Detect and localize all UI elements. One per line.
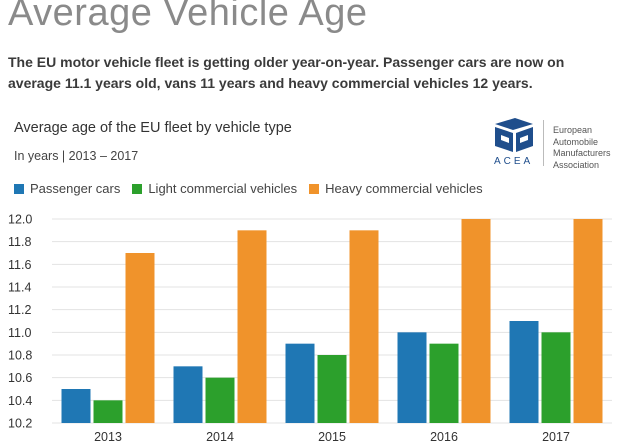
legend-item-heavy-commercial[interactable]: Heavy commercial vehicles bbox=[309, 181, 483, 196]
legend-swatch bbox=[132, 183, 143, 194]
bar bbox=[461, 219, 491, 423]
legend-label: Passenger cars bbox=[30, 181, 121, 196]
y-tick-label: 10.2 bbox=[8, 417, 32, 431]
bar bbox=[285, 343, 315, 423]
x-tick-label: 2017 bbox=[542, 430, 570, 444]
chart-title: Average age of the EU fleet by vehicle t… bbox=[14, 120, 292, 136]
y-tick-label: 10.4 bbox=[8, 394, 32, 408]
legend-label: Heavy commercial vehicles bbox=[325, 181, 483, 196]
bar bbox=[125, 253, 155, 423]
y-tick-label: 12.0 bbox=[8, 213, 32, 227]
acea-logo-icon bbox=[495, 118, 533, 152]
bar bbox=[541, 332, 571, 423]
x-tick-label: 2016 bbox=[430, 430, 458, 444]
logo-line: Association bbox=[553, 159, 600, 170]
bar bbox=[205, 377, 235, 423]
legend-swatch bbox=[309, 183, 320, 194]
y-tick-label: 10.6 bbox=[8, 371, 32, 385]
bar bbox=[237, 230, 267, 423]
y-tick-label: 10.8 bbox=[8, 349, 32, 363]
logo-line: Automobile bbox=[553, 136, 599, 147]
chart-legend: Passenger cars Light commercial vehicles… bbox=[14, 181, 495, 196]
legend-label: Light commercial vehicles bbox=[148, 181, 298, 196]
x-tick-label: 2013 bbox=[94, 430, 122, 444]
bar bbox=[573, 219, 603, 423]
bar bbox=[61, 389, 91, 423]
page-title: Average Vehicle Age bbox=[8, 0, 368, 34]
logo-acronym: ACEA bbox=[494, 156, 534, 167]
intro-text: The EU motor vehicle fleet is getting ol… bbox=[8, 54, 565, 91]
y-tick-label: 11.6 bbox=[8, 258, 31, 272]
y-tick-label: 11.0 bbox=[8, 326, 31, 340]
legend-item-light-commercial[interactable]: Light commercial vehicles bbox=[132, 181, 297, 196]
x-tick-label: 2014 bbox=[206, 430, 234, 444]
bar bbox=[397, 332, 427, 423]
bar bbox=[317, 355, 347, 423]
chart-subtitle: In years | 2013 – 2017 bbox=[14, 149, 139, 163]
logo-line: European bbox=[553, 125, 593, 135]
y-tick-label: 11.4 bbox=[8, 281, 31, 295]
y-tick-label: 11.2 bbox=[8, 303, 31, 317]
legend-item-passenger-cars[interactable]: Passenger cars bbox=[14, 181, 120, 196]
bar bbox=[349, 230, 379, 423]
bar-chart: 12.0 11.8 11.6 11.4 11.2 11.0 10.8 10.6 10.4 10.2… bbox=[8, 213, 612, 444]
logo-text: European Automobile Manufacturers Associ… bbox=[553, 125, 611, 171]
bar bbox=[429, 343, 459, 423]
bar bbox=[509, 321, 539, 423]
y-tick-label: 11.8 bbox=[8, 235, 31, 249]
logo-line: Manufacturers bbox=[553, 148, 611, 158]
legend-swatch bbox=[14, 183, 24, 194]
bar bbox=[93, 400, 123, 423]
logo-divider bbox=[543, 120, 544, 166]
bar bbox=[173, 366, 203, 423]
x-tick-label: 2015 bbox=[318, 430, 346, 444]
